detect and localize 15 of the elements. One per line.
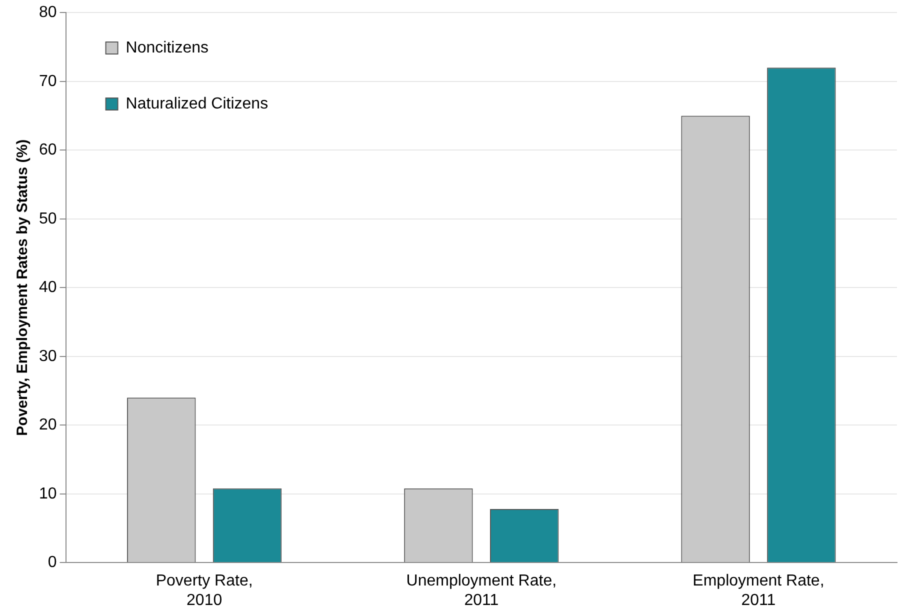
y-tick-label: 10 <box>39 485 57 502</box>
y-tick-label: 70 <box>39 72 57 90</box>
y-tick-label: 0 <box>48 554 57 572</box>
x-tick-label: Unemployment Rate, 2011 <box>406 572 557 609</box>
x-tick-label: Employment Rate, 2011 <box>692 572 824 609</box>
y-tick-label: 40 <box>39 279 57 296</box>
y-tick-label: 30 <box>39 348 57 365</box>
legend-label: Noncitizens <box>126 39 208 56</box>
x-tick-label: Poverty Rate, 2010 <box>156 572 253 609</box>
y-tick-label: 50 <box>39 210 57 228</box>
y-tick-label: 80 <box>39 4 57 22</box>
y-axis-title: Poverty, Employment Rates by Status (%) <box>14 139 32 436</box>
y-tick-label: 20 <box>39 416 57 434</box>
y-tick-label: 60 <box>39 142 57 159</box>
legend-label: Naturalized Citizens <box>126 95 268 112</box>
